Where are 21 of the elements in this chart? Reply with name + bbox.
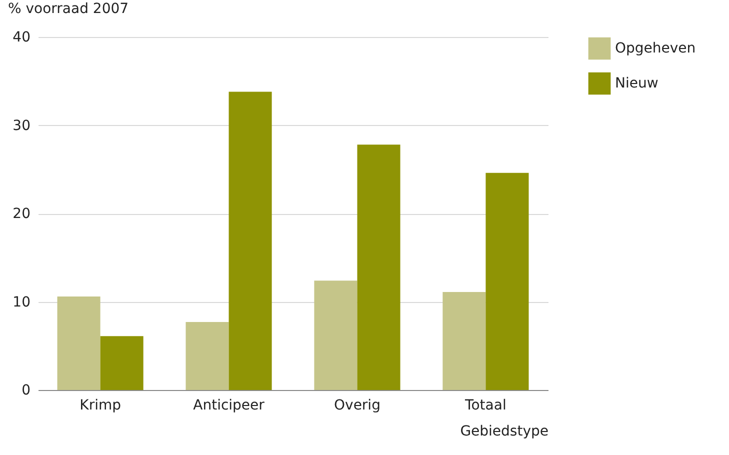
y-tick-label: 20 (12, 206, 30, 222)
bar (486, 172, 529, 390)
bar (314, 280, 358, 390)
y-axis-title: % voorraad 2007 (8, 1, 129, 17)
x-tick-label: Krimp (80, 398, 122, 414)
x-axis-title: Gebiedstype (460, 424, 548, 440)
x-tick-label: Overig (334, 398, 380, 414)
bar (186, 322, 229, 390)
bar (228, 92, 272, 390)
bar (442, 292, 486, 390)
y-tick-label: 10 (12, 294, 30, 310)
bar (57, 296, 100, 390)
y-tick-label: 0 (22, 382, 30, 398)
x-tick-label: Anticipeer (193, 398, 265, 414)
legend-label: Nieuw (615, 76, 658, 92)
legend-label: Opgeheven (615, 40, 696, 56)
bar (100, 336, 144, 390)
bar (357, 144, 400, 390)
y-tick-label: 30 (12, 118, 30, 134)
x-tick-label: Totaal (464, 398, 506, 414)
y-tick-label: 40 (12, 30, 30, 46)
